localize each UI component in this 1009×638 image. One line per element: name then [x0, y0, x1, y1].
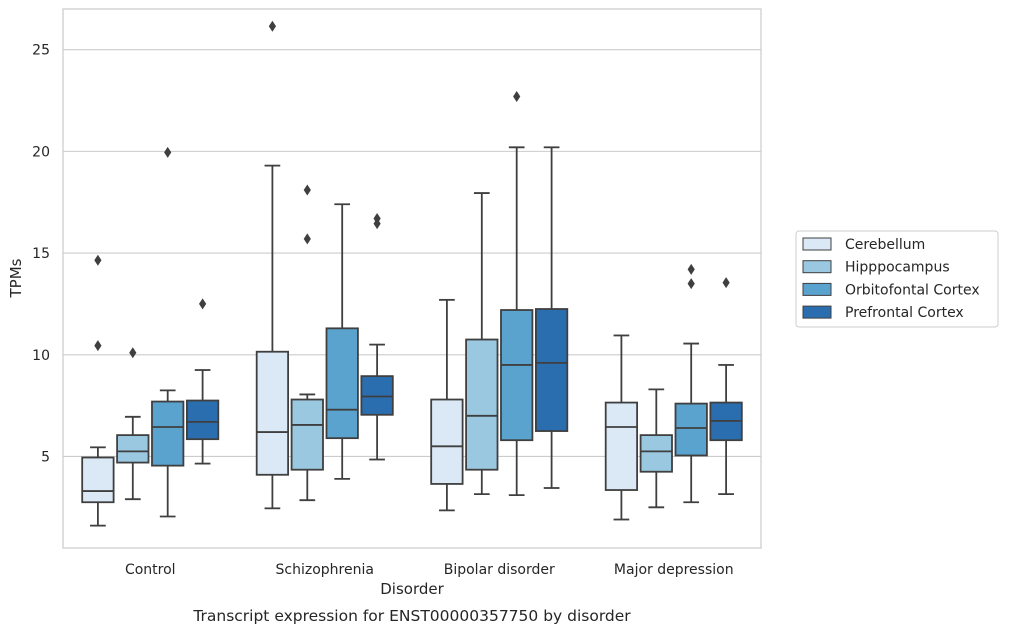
y-tick-label: 20: [32, 144, 50, 160]
box: [81, 456, 115, 504]
box-group: [604, 334, 639, 521]
y-axis-title: TPMs: [7, 258, 25, 298]
box-group: [465, 192, 499, 496]
box-group: [325, 203, 359, 480]
outlier-point: [199, 298, 207, 310]
legend-swatch: [802, 305, 832, 319]
y-tick-label: 5: [41, 449, 50, 465]
box: [151, 400, 185, 467]
box-group: [255, 20, 290, 510]
box-group: [360, 212, 394, 461]
legend-frame: [795, 230, 999, 328]
y-tick-label: 10: [32, 348, 50, 364]
box-group: [534, 146, 569, 489]
outlier-point: [94, 340, 102, 352]
box: [430, 398, 464, 485]
outlier-point: [722, 277, 730, 289]
box: [255, 350, 290, 476]
box: [500, 309, 534, 442]
y-tick-label: 25: [32, 43, 50, 59]
box: [465, 338, 499, 471]
legend-label: Orbitofontal Cortex: [845, 282, 980, 298]
outlier-point: [164, 146, 172, 158]
outlier-point: [303, 233, 311, 245]
legend-label: Hipppocampus: [845, 260, 950, 276]
box: [639, 434, 673, 473]
y-tick-labels: 5 10 15 20 25: [32, 43, 50, 466]
x-tick-label: Bipolar disorder: [444, 562, 555, 578]
outlier-point: [687, 263, 695, 275]
legend-swatch: [802, 282, 832, 296]
box-group: [116, 347, 150, 501]
outlier-point: [687, 278, 695, 290]
y-tick-label: 15: [32, 246, 50, 262]
outlier-point: [94, 254, 102, 266]
outlier-point: [513, 90, 521, 102]
x-tick-label: Schizophrenia: [276, 562, 374, 578]
box: [360, 375, 394, 416]
legend-label: Prefrontal Cortex: [845, 305, 964, 321]
x-tick-label: Major depression: [614, 562, 734, 578]
legend-swatch: [802, 260, 832, 274]
outlier-point: [129, 347, 137, 359]
legend-items: Cerebellum Hipppocampus Orbitofontal Corte…: [802, 237, 980, 321]
box-group: [290, 184, 324, 502]
x-tick-labels: Control Schizophrenia Bipolar disorder Majo…: [125, 562, 734, 578]
box: [290, 398, 324, 471]
box: [325, 327, 359, 440]
box: [674, 402, 708, 457]
box-group: [639, 388, 673, 509]
box-group: [709, 277, 743, 496]
legend-swatch: [802, 237, 832, 251]
chart-caption: Transcript expression for ENST0000035775…: [192, 607, 631, 625]
plot-frame: [62, 8, 762, 549]
box-group: [674, 263, 708, 504]
boxes: [81, 20, 743, 527]
box-group: [430, 298, 464, 512]
legend-label: Cerebellum: [845, 237, 925, 253]
x-axis-title: Disorder: [380, 580, 444, 598]
box-group: [151, 146, 185, 518]
box-group: [500, 90, 534, 497]
box: [534, 308, 569, 432]
box-group: [185, 298, 220, 465]
box: [116, 434, 150, 464]
box: [604, 401, 639, 491]
box-group: [81, 254, 115, 527]
x-tick-label: Control: [125, 562, 176, 578]
box: [185, 399, 220, 441]
outlier-point: [303, 184, 311, 196]
outlier-point: [373, 212, 381, 224]
legend: Cerebellum Hipppocampus Orbitofontal Corte…: [795, 230, 999, 328]
outlier-point: [268, 20, 276, 32]
